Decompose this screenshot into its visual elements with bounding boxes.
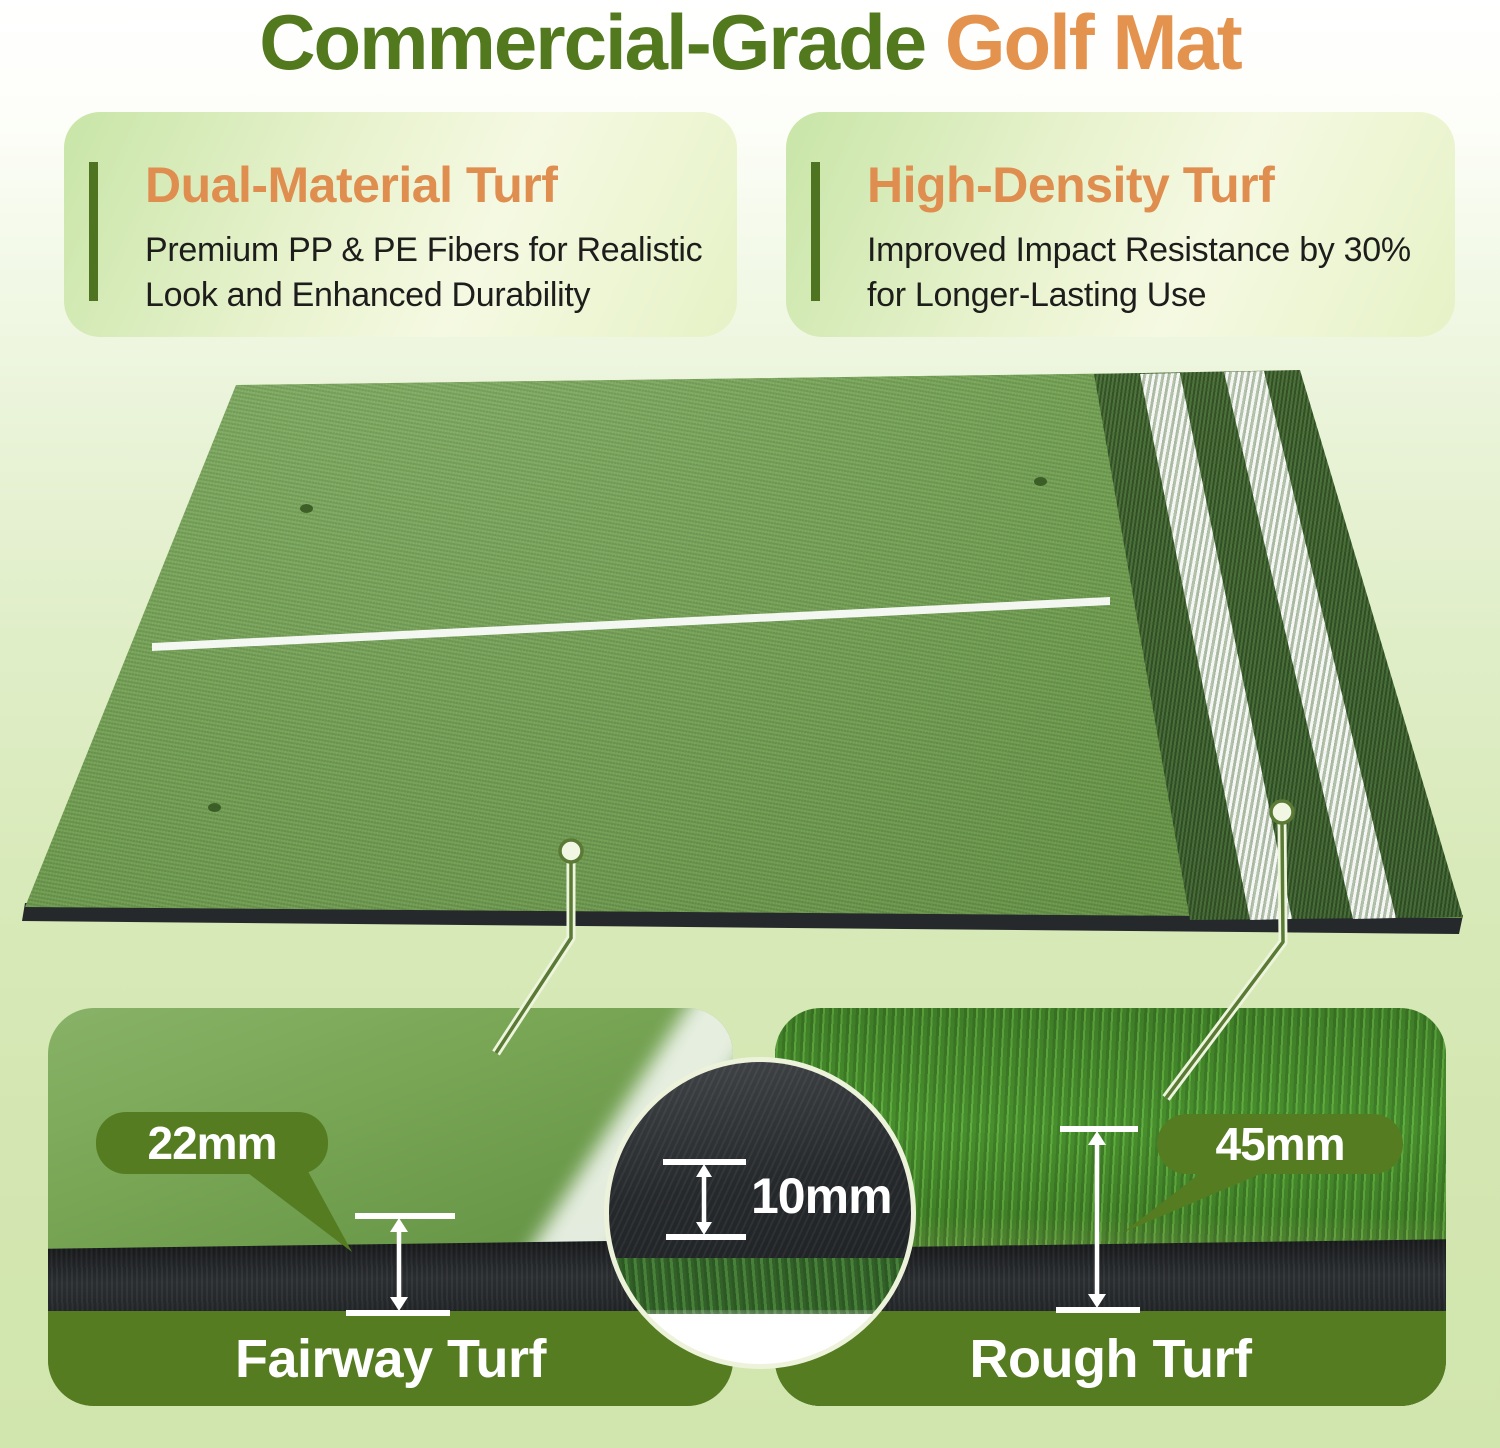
- page-title: Commercial-Grade Golf Mat: [0, 0, 1500, 92]
- grass-blades-cross-section: [609, 1258, 911, 1314]
- rubber-base-thickness-closeup-circle: [604, 1057, 916, 1369]
- accent-bar: [89, 162, 98, 301]
- fairway-callout-marker: [558, 838, 584, 864]
- feature-card-content: High-Density Turf Improved Impact Resist…: [867, 156, 1441, 318]
- feature-card-dual-material-turf: Dual-Material Turf Premium PP & PE Fiber…: [64, 112, 737, 337]
- base-thickness-value: 10mm: [751, 1168, 893, 1224]
- tee-hole: [1034, 477, 1047, 486]
- rough-pile-height-badge: 45mm: [1157, 1114, 1403, 1174]
- tee-hole: [208, 803, 221, 812]
- rubber-base-cross-section: [609, 1062, 911, 1260]
- rough-turf-caption: Rough Turf: [969, 1328, 1252, 1389]
- circle-fade: [609, 1310, 911, 1352]
- feature-description-line: Look and Enhanced Durability: [145, 276, 591, 314]
- feature-heading: High-Density Turf: [867, 157, 1275, 213]
- feature-description-line: Premium PP & PE Fibers for Realistic: [145, 231, 703, 269]
- accent-bar: [811, 162, 820, 301]
- title-part-golf-mat: Golf Mat: [944, 0, 1243, 86]
- fairway-turf-caption: Fairway Turf: [234, 1328, 547, 1389]
- feature-description-line: Improved Impact Resistance by 30%: [867, 231, 1411, 269]
- feature-card-content: Dual-Material Turf Premium PP & PE Fiber…: [145, 156, 723, 318]
- title-part-commercial-grade: Commercial-Grade: [259, 0, 945, 86]
- feature-card-high-density-turf: High-Density Turf Improved Impact Resist…: [786, 112, 1455, 337]
- rough-callout-marker: [1269, 799, 1295, 825]
- feature-heading: Dual-Material Turf: [145, 157, 558, 213]
- feature-description-line: for Longer-Lasting Use: [867, 276, 1207, 314]
- fairway-pile-height-badge: 22mm: [96, 1112, 328, 1174]
- tee-hole: [300, 504, 313, 513]
